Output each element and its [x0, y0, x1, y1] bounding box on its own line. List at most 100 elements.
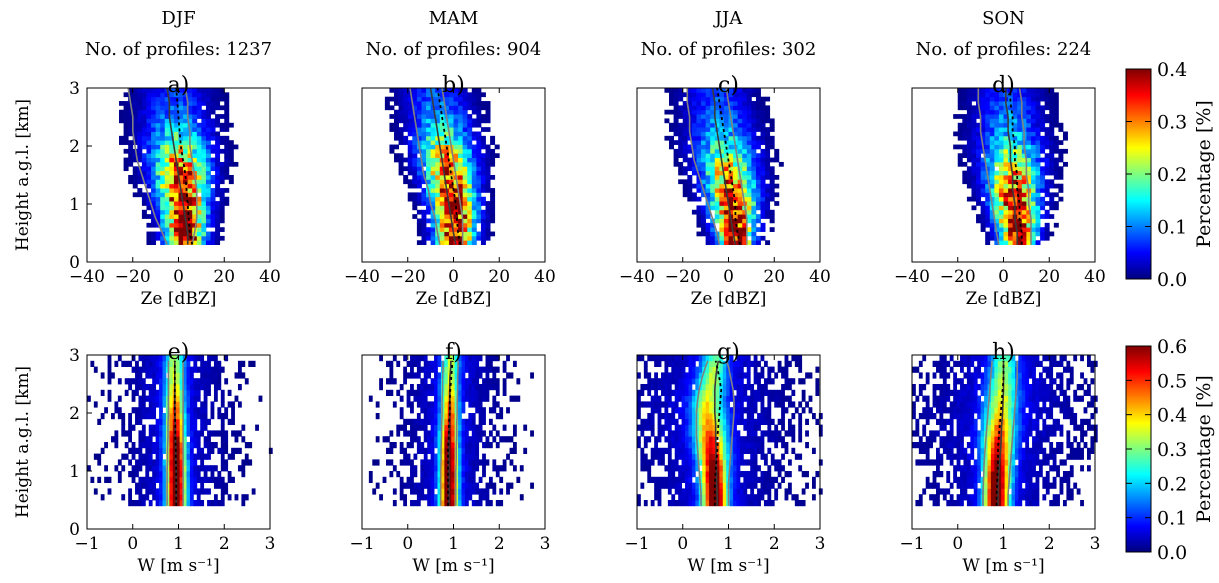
heatmap-cell: [114, 436, 119, 443]
heatmap-cell: [467, 131, 473, 137]
heatmap-cell: [985, 118, 991, 124]
heatmap-cell: [1035, 114, 1041, 119]
heatmap-cell: [423, 378, 428, 385]
heatmap-cell: [696, 122, 702, 128]
heatmap-cell: [715, 418, 720, 425]
heatmap-cell: [93, 453, 98, 460]
heatmap-cell: [746, 436, 751, 443]
heatmap-cell: [1021, 92, 1027, 98]
heatmap-cell: [736, 494, 741, 501]
heatmap-cell: [1035, 101, 1041, 106]
heatmap-cell: [462, 166, 468, 172]
heatmap-cell: [712, 471, 717, 478]
heatmap-cell: [155, 500, 160, 507]
heatmap-cell: [781, 442, 785, 449]
heatmap-cell: [998, 153, 1004, 158]
heatmap-cell: [451, 436, 456, 443]
heatmap-cell: [207, 488, 211, 495]
heatmap-cell: [444, 148, 450, 154]
heatmap-cell: [696, 127, 702, 132]
heatmap-cell: [476, 205, 482, 211]
heatmap-cell: [719, 179, 725, 185]
heatmap-cell: [714, 201, 720, 206]
heatmap-cell: [737, 188, 743, 193]
heatmap-cell: [480, 222, 486, 228]
heatmap-cell: [183, 105, 189, 111]
heatmap-cell: [705, 96, 711, 102]
heatmap-cell: [1012, 153, 1018, 158]
heatmap-cell: [480, 153, 486, 158]
heatmap-cell: [976, 127, 982, 132]
heatmap-cell: [412, 88, 418, 93]
heatmap-cell: [794, 453, 799, 460]
heatmap-cell: [155, 135, 161, 141]
heatmap-cell: [458, 424, 462, 431]
heatmap-cell: [640, 447, 645, 454]
heatmap-cell: [760, 127, 766, 132]
heatmap-cell: [640, 482, 645, 489]
heatmap-cell: [739, 471, 744, 478]
median-line: [716, 87, 741, 245]
heatmap-cell: [750, 482, 755, 489]
heatmap-cell: [196, 144, 202, 150]
heatmap-cell: [726, 442, 731, 449]
heatmap-cell: [205, 144, 211, 150]
heatmap-cell: [219, 235, 225, 241]
heatmap-cell: [164, 170, 170, 176]
heatmap-cell: [509, 482, 514, 489]
heatmap-cell: [189, 436, 194, 443]
heatmap-cell: [751, 144, 757, 150]
heatmap-cell: [187, 96, 193, 102]
heatmap-cell: [1040, 179, 1046, 185]
heatmap-cell: [464, 476, 469, 483]
heatmap-cell: [1021, 109, 1027, 115]
heatmap-cell: [736, 436, 741, 443]
heatmap-cell: [712, 465, 717, 472]
heatmap-cell: [152, 459, 157, 466]
heatmap-cell: [480, 92, 486, 98]
heatmap-cell: [160, 218, 166, 224]
heatmap-cell: [722, 482, 727, 489]
heatmap-cell: [215, 222, 221, 228]
heatmap-cell: [715, 453, 720, 460]
heatmap-cell: [224, 109, 230, 115]
heatmap-cell: [201, 166, 207, 172]
heatmap-cell: [512, 465, 517, 472]
heatmap-cell: [729, 413, 734, 420]
heatmap-cell: [1035, 201, 1041, 206]
heatmap-cell: [471, 161, 477, 167]
heatmap-cell: [435, 179, 441, 185]
heatmap-cell: [687, 183, 693, 189]
heatmap-cell: [219, 135, 225, 141]
heatmap-cell: [231, 453, 235, 460]
heatmap-cell: [701, 88, 707, 93]
heatmap-cell: [998, 109, 1004, 115]
heatmap-cell: [490, 214, 496, 219]
heatmap-cell: [403, 127, 409, 132]
heatmap-cell: [435, 166, 441, 172]
heatmap-cell: [189, 384, 194, 391]
heatmap-cell: [141, 144, 147, 150]
heatmap-cell: [681, 494, 686, 501]
heatmap-cell: [712, 453, 717, 460]
heatmap-cell: [135, 447, 139, 454]
heatmap-cell: [178, 101, 184, 106]
heatmap-cell: [164, 222, 170, 228]
heatmap-cell: [203, 436, 208, 443]
heatmap-cell: [719, 436, 724, 443]
heatmap-cell: [480, 170, 486, 176]
heatmap-cell: [476, 144, 482, 150]
heatmap-cell: [1044, 192, 1050, 198]
heatmap-cell: [475, 384, 480, 391]
heatmap-cell: [751, 127, 757, 132]
heatmap-cell: [705, 447, 710, 454]
heatmap-cell: [398, 105, 404, 111]
heatmap-cell: [399, 488, 404, 495]
heatmap-cell: [164, 227, 170, 232]
heatmap-cell: [186, 366, 191, 373]
heatmap-cell: [1026, 122, 1032, 128]
heatmap-cell: [650, 459, 655, 466]
heatmap-cell: [430, 140, 436, 145]
heatmap-cell: [421, 127, 427, 132]
heatmap-cell: [530, 430, 534, 437]
